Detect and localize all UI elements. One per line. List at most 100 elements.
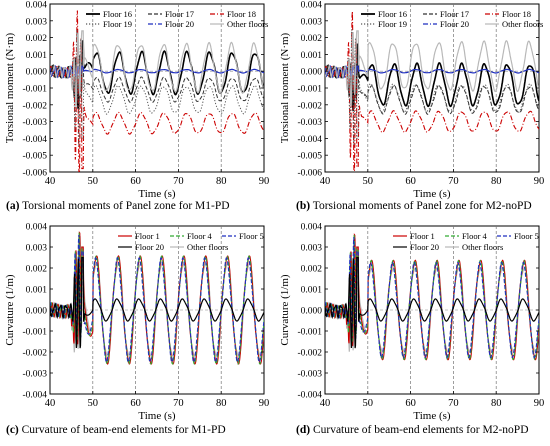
legend-label: Other floors xyxy=(227,19,268,29)
y-tick-label: -0.005 xyxy=(297,152,322,162)
y-tick-label: -0.006 xyxy=(22,169,47,179)
x-tick-label: 80 xyxy=(491,398,502,409)
y-tick-label: 0.000 xyxy=(301,68,323,78)
series-floor-19 xyxy=(325,29,539,146)
y-tick-label: -0.005 xyxy=(22,152,47,162)
series-floor-19 xyxy=(50,29,264,147)
y-tick-label: 0.003 xyxy=(26,244,48,254)
y-tick-label: 0.000 xyxy=(26,307,48,317)
y-tick-label: 0.004 xyxy=(301,1,323,11)
legend-label: Floor 18 xyxy=(227,9,256,19)
x-axis-label: Time (s) xyxy=(138,188,176,200)
chart-panel-b: -0.006 -0.005 -0.004 -0.003 -0.002 -0.001 0.00… xyxy=(279,1,545,201)
legend-label: Floor 4 xyxy=(187,231,213,241)
x-tick-label: 90 xyxy=(259,398,270,409)
x-tick-label: 80 xyxy=(216,176,227,187)
series-floor-16 xyxy=(325,43,539,112)
y-tick-label: -0.001 xyxy=(22,328,47,338)
y-axis-label: Torsional moment (N·m) xyxy=(4,32,16,143)
y-tick-label: 0.002 xyxy=(301,34,323,44)
x-tick-label: 50 xyxy=(88,176,99,187)
series-other-floors xyxy=(50,30,264,108)
series-floor-16 xyxy=(50,40,264,109)
x-tick-label: 90 xyxy=(259,176,270,187)
y-tick-label: 0.002 xyxy=(26,34,48,44)
series-floor-17 xyxy=(50,50,264,103)
y-tick-label: 0.003 xyxy=(301,244,323,254)
x-tick-label: 90 xyxy=(534,176,545,187)
y-tick-label: 0.002 xyxy=(26,265,48,275)
y-tick-label: 0.002 xyxy=(301,265,323,275)
legend-label: Floor 20 xyxy=(135,242,164,252)
y-tick-label: 0.003 xyxy=(26,17,48,27)
legend-label: Floor 17 xyxy=(165,9,194,19)
y-tick-label: -0.004 xyxy=(22,391,47,401)
y-tick-label: -0.002 xyxy=(22,349,47,359)
legend-label: Floor 20 xyxy=(410,242,439,252)
y-tick-label: -0.002 xyxy=(297,349,322,359)
x-tick-label: 70 xyxy=(173,398,184,409)
legend-label: Other floors xyxy=(502,19,543,29)
plot-area-a xyxy=(49,3,265,173)
x-tick-label: 70 xyxy=(448,398,459,409)
x-tick-label: 70 xyxy=(448,176,459,187)
legend-label: Floor 5 xyxy=(239,231,264,241)
x-tick-label: 40 xyxy=(45,398,56,409)
y-tick-label: -0.003 xyxy=(22,118,47,128)
legend-label: Floor 20 xyxy=(440,19,469,29)
y-tick-label: 0.003 xyxy=(301,17,323,27)
legend-label: Floor 4 xyxy=(462,231,488,241)
y-tick-label: 0.001 xyxy=(26,286,48,296)
legend-label: Floor 1 xyxy=(410,231,435,241)
y-tick-label: -0.001 xyxy=(297,328,322,338)
y-axis-label: Curvature (1/m) xyxy=(279,274,291,346)
legend-label: Floor 18 xyxy=(502,9,531,19)
legend: Floor 16 Floor 17 Floor 18 Floor 19 Floor 20… xyxy=(361,9,543,29)
caption-d: (d) Curvature of beam-end elements for M… xyxy=(296,424,529,436)
x-tick-label: 80 xyxy=(216,398,227,409)
series-floor-5 xyxy=(50,234,264,363)
y-axis-label: Torsional moment (N·m) xyxy=(279,32,291,143)
y-tick-label: -0.003 xyxy=(297,118,322,128)
chart-panel-d: -0.004 -0.003 -0.002 -0.001 0.000 0.001 0.002 0… xyxy=(279,223,545,423)
y-tick-label: 0.004 xyxy=(26,223,48,233)
y-axis-label: Curvature (1/m) xyxy=(4,274,16,346)
x-axis-label: Time (s) xyxy=(413,188,451,200)
x-axis-label: Time (s) xyxy=(138,410,176,422)
y-tick-label: -0.001 xyxy=(297,85,322,95)
legend: Floor 16 Floor 17 Floor 18 Floor 19 Floor 20… xyxy=(86,9,268,29)
x-tick-label: 40 xyxy=(320,176,331,187)
chart-panel-a: -0.006 -0.005 -0.004 -0.003 -0.002 -0.001 0.00… xyxy=(4,1,270,201)
y-tick-label: -0.002 xyxy=(22,101,47,111)
legend-label: Floor 19 xyxy=(103,19,132,29)
x-tick-label: 70 xyxy=(173,176,184,187)
x-tick-label: 60 xyxy=(405,398,416,409)
x-tick-label: 60 xyxy=(130,176,141,187)
legend-label: Floor 5 xyxy=(514,231,539,241)
series-floor-18 xyxy=(50,10,264,172)
series-floor-5 xyxy=(325,236,539,359)
y-tick-label: -0.001 xyxy=(22,85,47,95)
legend-label: Other floors xyxy=(187,242,228,252)
legend: Floor 1 Floor 4 Floor 5 Floor 20 Other floor… xyxy=(393,231,539,252)
series-other-floors xyxy=(325,30,539,107)
x-tick-label: 50 xyxy=(363,398,374,409)
y-tick-label: -0.004 xyxy=(297,391,322,401)
plot-area-b xyxy=(324,3,540,173)
legend-label: Floor 1 xyxy=(135,231,160,241)
x-tick-label: 40 xyxy=(45,176,56,187)
y-tick-label: -0.002 xyxy=(297,101,322,111)
x-tick-label: 90 xyxy=(534,398,545,409)
x-tick-label: 50 xyxy=(363,176,374,187)
legend-label: Floor 17 xyxy=(440,9,469,19)
caption-a: (a) Torsional moments of Panel zone for … xyxy=(6,200,230,212)
x-tick-label: 80 xyxy=(491,176,502,187)
y-tick-label: 0.001 xyxy=(26,51,48,61)
x-tick-label: 50 xyxy=(88,398,99,409)
legend-label: Floor 19 xyxy=(378,19,407,29)
y-tick-label: 0.004 xyxy=(301,223,323,233)
y-tick-label: 0.001 xyxy=(301,286,323,296)
series-floor-20 xyxy=(325,256,539,349)
series-floor-20 xyxy=(50,256,264,349)
x-tick-label: 40 xyxy=(320,398,331,409)
